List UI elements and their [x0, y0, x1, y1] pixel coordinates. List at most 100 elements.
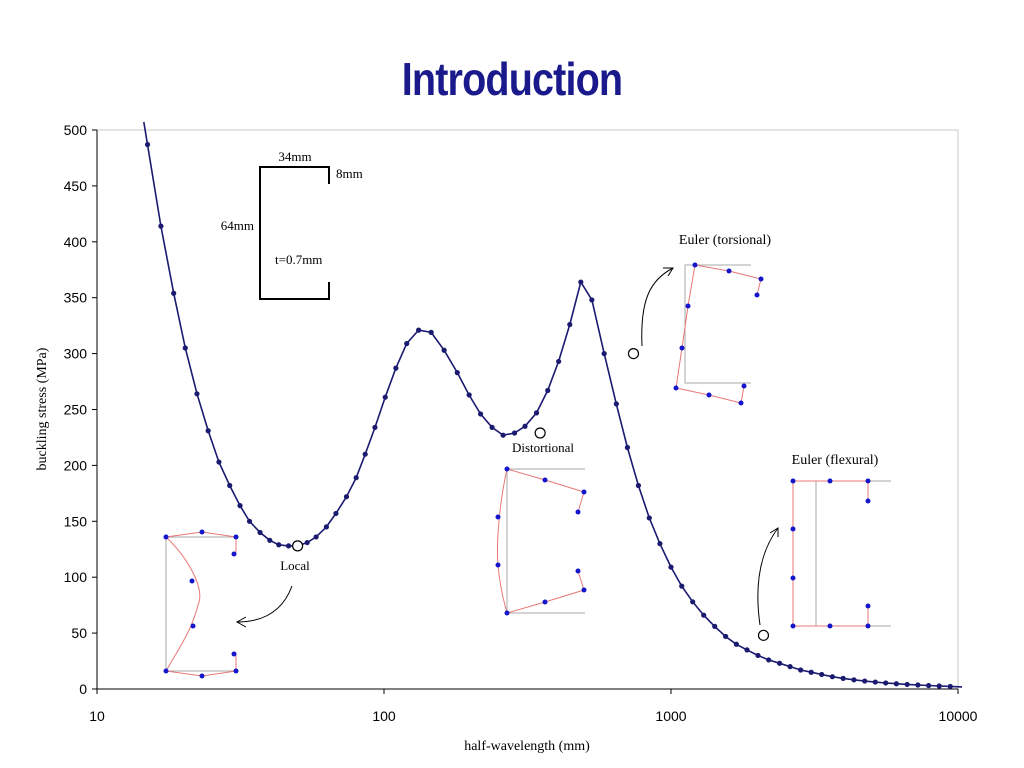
plot-area: [96, 129, 959, 690]
curve-point: [733, 641, 740, 647]
thickness-label: t=0.7mm: [275, 252, 322, 267]
marker-layer: [292, 348, 770, 641]
curve-point: [766, 657, 772, 663]
curve-point: [372, 424, 378, 430]
curve-point: [556, 358, 562, 365]
curve-point: [171, 290, 177, 296]
curve-point: [216, 459, 222, 465]
curve-point: [862, 678, 868, 684]
curve-point: [926, 682, 932, 689]
torsional-arrow: [641, 267, 674, 347]
page-title: Introduction: [401, 53, 623, 105]
curve-point: [257, 529, 263, 536]
curve-point: [267, 537, 273, 543]
curve-point: [668, 564, 674, 570]
curve-point: [613, 401, 619, 407]
flange-width-label: 34mm: [278, 149, 311, 164]
curve-point: [744, 647, 750, 653]
curve-point: [657, 541, 663, 547]
curve-point: [545, 387, 551, 394]
curve-point: [690, 599, 696, 605]
curve-point: [904, 681, 910, 688]
curve-point: [227, 482, 233, 489]
curve-point: [489, 424, 495, 430]
x-tick-label: 10: [89, 708, 105, 724]
curve-point: [511, 430, 518, 436]
distortional-mode-shape: [495, 466, 587, 616]
curve-point: [589, 297, 595, 303]
curve-point: [246, 518, 253, 524]
annotation-arrows: [235, 267, 779, 628]
curve-point: [416, 327, 422, 333]
y-tick-label: 150: [64, 513, 88, 529]
curve-point: [723, 633, 729, 640]
curve-point: [158, 223, 164, 229]
highlight-marker: [292, 540, 304, 552]
curve-point: [237, 503, 243, 509]
y-axis-label: buckling stress (MPa): [35, 347, 50, 470]
curve-point: [646, 515, 652, 521]
y-tick-label: 400: [64, 234, 88, 250]
curve-point: [323, 524, 330, 530]
y-tick-label: 300: [64, 346, 88, 362]
torsional-mode-shape: [673, 262, 764, 406]
curve-point: [393, 365, 399, 371]
local-arrow: [236, 585, 293, 623]
curve-point: [343, 494, 350, 500]
curve-point: [477, 411, 484, 417]
curve-point: [712, 623, 718, 629]
torsional-label: Euler (torsional): [679, 233, 771, 248]
x-tick-label: 10000: [939, 708, 978, 724]
curve-point: [313, 534, 319, 540]
section-sketch: 34mm 8mm 64mm t=0.7mm: [221, 149, 363, 300]
distortional-label: Distortional: [512, 440, 574, 455]
x-axis-label: half-wavelength (mm): [464, 739, 590, 754]
curve-point: [936, 683, 942, 689]
curve-point: [893, 681, 899, 687]
curve-point: [353, 475, 359, 481]
curve-point: [883, 680, 889, 686]
curve-point: [500, 432, 506, 438]
curve-point: [304, 539, 310, 546]
curve-point: [635, 482, 642, 489]
flexural-label: Euler (flexural): [792, 453, 879, 468]
flexural-mode-shape: [790, 478, 891, 629]
highlight-marker: [757, 629, 770, 641]
curve-point: [428, 329, 434, 335]
curve-point: [194, 391, 200, 397]
curve-point: [851, 677, 857, 683]
y-tick-label: 250: [64, 402, 88, 418]
y-tick-label: 200: [64, 457, 88, 473]
curve-point: [567, 321, 573, 328]
curve-point: [601, 351, 607, 357]
curve-point: [798, 667, 804, 673]
axis-ticks: 0 50 100 150 200 250 300 350 400 450 500 10 100 1000 1…: [64, 122, 978, 724]
curve-point: [808, 669, 814, 675]
curve-layer: [143, 121, 963, 690]
curve-point: [466, 392, 472, 398]
curve-point: [787, 664, 793, 670]
y-tick-label: 100: [64, 569, 88, 585]
curve-point: [578, 279, 584, 285]
curve-point: [915, 682, 921, 688]
curve-point: [182, 345, 188, 351]
curve-point: [441, 347, 447, 353]
y-tick-label: 50: [71, 625, 87, 641]
x-tick-label: 100: [372, 708, 396, 724]
curve-point: [701, 612, 707, 618]
curve-point: [872, 679, 878, 685]
curve-point: [679, 583, 685, 589]
curve-point: [829, 674, 835, 680]
lip-length-label: 8mm: [336, 166, 363, 181]
y-tick-label: 450: [64, 178, 88, 194]
curve-point: [819, 671, 825, 678]
curve-point: [285, 543, 292, 549]
curve-point: [533, 410, 540, 416]
curve-point: [755, 652, 761, 659]
curve-point: [777, 660, 783, 666]
flexural-arrow: [757, 527, 779, 626]
curve-point: [205, 428, 211, 434]
curve-point: [362, 451, 368, 457]
curve-point: [276, 542, 282, 548]
